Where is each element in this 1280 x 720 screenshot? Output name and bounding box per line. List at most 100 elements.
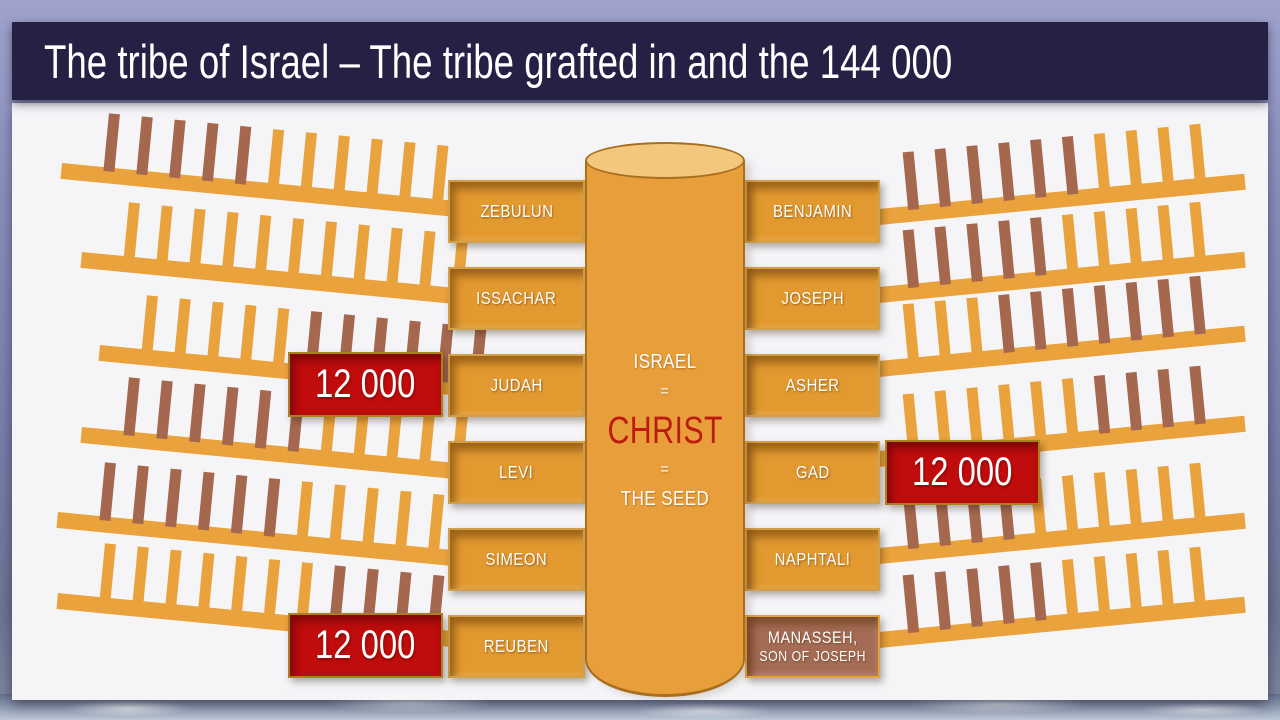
tribe-box-levi: LEVI [448,441,585,504]
tribe-box-label: JOSEPH [781,288,844,308]
equals-sign: = [660,382,670,400]
orange-twig [431,144,449,204]
orange-twig [141,295,158,355]
brown-twig [1030,217,1047,276]
brown-twig [1189,365,1206,425]
brown-twig [169,119,186,179]
trunk-label: ISRAEL = CHRIST = THE SEED [585,351,745,511]
brown-twig [1061,136,1079,195]
page-title: The tribe of Israel – The tribe grafted … [44,34,953,88]
brown-twig [934,226,952,286]
brown-twig [254,389,272,449]
brown-twig [189,383,206,443]
orange-twig [1061,559,1079,618]
count-badge-label: 12 000 [912,450,1013,494]
tribe-box-label: REUBEN [483,636,550,656]
brown-twig [201,122,219,182]
orange-twig [99,543,116,603]
orange-twig [1093,555,1111,615]
brown-twig [1157,278,1174,338]
trunk-christ-label: CHRIST [607,409,723,452]
equals-sign: = [660,461,670,479]
orange-twig [934,300,952,360]
orange-twig [287,218,305,277]
tribe-box-issachar: ISSACHAR [448,267,585,330]
orange-twig [1093,132,1111,192]
count-badge-gad-row: 12 000 [885,440,1040,505]
orange-twig [1030,381,1047,440]
brown-twig [934,148,952,208]
orange-twig [353,224,370,284]
brown-twig [902,574,920,634]
orange-twig [399,141,416,201]
orange-twig [1093,210,1111,270]
orange-twig [239,304,257,364]
orange-twig [1189,546,1206,606]
brown-twig [1125,371,1143,431]
brown-twig [1189,275,1206,335]
orange-twig [230,555,248,615]
trunk-cylinder [585,160,745,697]
tribe-box-gad: GAD [745,441,880,504]
tribe-box-judah: JUDAH [448,354,585,417]
tribe-box-label: JUDAH [490,375,543,395]
brown-twig [998,142,1015,201]
orange-twig [1061,378,1079,437]
brown-twig [165,468,182,528]
count-badge-judah-row: 12 000 [288,352,443,417]
title-bar: The tribe of Israel – The tribe grafted … [12,22,1268,100]
orange-twig [296,481,314,541]
tribe-box-naphtali: NAPHTALI [745,528,880,591]
brown-twig [103,113,120,173]
brown-twig [123,377,140,437]
brown-twig [1061,288,1079,347]
brown-twig [234,125,252,185]
brown-twig [966,568,983,628]
orange-twig [902,303,920,363]
orange-twig [174,298,191,358]
orange-twig [189,208,206,268]
tribe-box-asher: ASHER [745,354,880,417]
tribe-box-manasseh: MANASSEH, SON OF JOSEPH [745,615,880,678]
right-branch-1 [868,123,1246,226]
orange-twig [1189,201,1206,261]
tribe-box-label: ZEBULUN [479,201,553,221]
orange-twig [1157,204,1174,264]
tribe-box-label: NAPHTALI [774,549,851,569]
brown-twig [1093,284,1111,344]
orange-twig [362,487,379,547]
trunk-top-ellipse [585,142,745,179]
brown-twig [1157,368,1174,428]
orange-twig [427,493,445,553]
tribe-box-label: SIMEON [485,549,548,569]
orange-twig [197,552,215,612]
orange-twig [132,546,149,606]
orange-twig [366,138,383,198]
brown-twig [263,478,281,537]
orange-twig [1125,552,1143,612]
brown-twig [230,474,248,534]
brown-twig [902,229,920,289]
count-badge-label: 12 000 [315,623,416,667]
brown-twig [998,220,1015,279]
orange-twig [1189,123,1206,183]
tribe-box-label: MANASSEH, [767,628,858,647]
trunk-israel-label: ISRAEL [633,351,697,373]
brown-twig [902,151,920,211]
orange-twig [272,307,290,367]
tribe-box-label: ISSACHAR [476,288,557,308]
trunk-seed-label: THE SEED [620,488,710,510]
brown-twig [1125,281,1143,341]
count-badge-reuben-row: 12 000 [288,613,443,678]
orange-twig [1157,549,1174,609]
brown-twig [132,465,149,525]
orange-twig [1125,129,1143,189]
orange-twig [329,484,346,544]
brown-twig [998,294,1015,353]
orange-twig [1157,465,1174,525]
brown-twig [1030,291,1047,350]
tribe-box-simeon: SIMEON [448,528,585,591]
orange-twig [263,559,281,618]
tribe-box-joseph: JOSEPH [745,267,880,330]
brown-twig [998,565,1015,624]
